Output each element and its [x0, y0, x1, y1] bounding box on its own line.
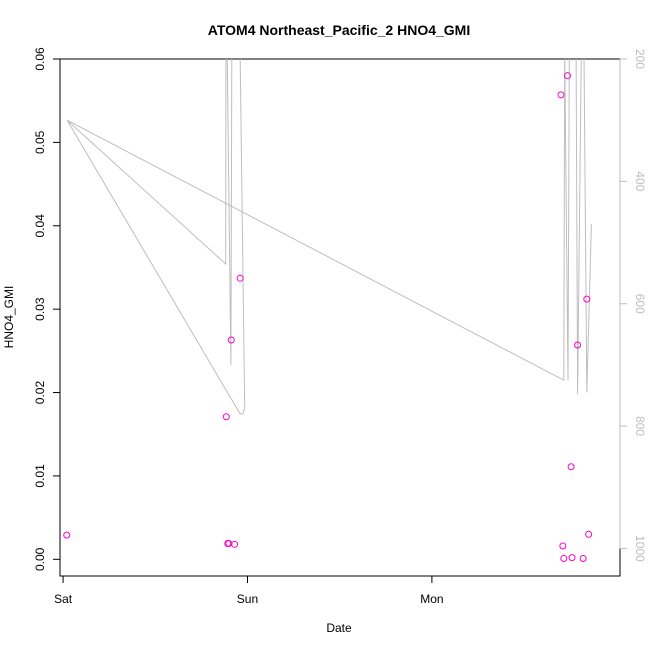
data-point [568, 554, 576, 562]
y-tick-label: 0.06 [33, 47, 47, 71]
x-tick-label: Sun [237, 592, 258, 606]
points-layer [63, 72, 593, 562]
y-tick-label: 0.03 [33, 297, 47, 321]
y-tick-label: 0.02 [33, 381, 47, 405]
y2-tick-label: 400 [633, 171, 647, 191]
data-point [559, 542, 567, 550]
data-point [585, 530, 593, 538]
y2-tick-label: 200 [633, 49, 647, 69]
data-point [563, 72, 571, 80]
y-axis-label: HNO4_GMI [2, 286, 16, 349]
y-tick-label: 0.00 [33, 547, 47, 571]
data-point [222, 413, 230, 421]
data-point [567, 463, 575, 471]
y2-tick-label: 800 [633, 416, 647, 436]
x-tick-label: Sat [54, 592, 73, 606]
data-point [236, 274, 244, 282]
pressure-line [66, 59, 592, 415]
axes: 0.00 0.01 0.02 0.03 0.04 0.05 0.06 200 400 600 800… [33, 47, 647, 606]
x-axis-label: Date [326, 621, 352, 635]
data-point [579, 554, 587, 562]
chart-title: ATOM4 Northeast_Pacific_2 HNO4_GMI [208, 22, 470, 38]
x-tick-label: Mon [420, 592, 443, 606]
data-point [231, 540, 239, 548]
data-point [63, 531, 71, 539]
data-point [583, 295, 591, 303]
y2-tick-label: 600 [633, 294, 647, 314]
plot-frame [59, 58, 621, 577]
data-point [574, 341, 582, 349]
data-point [227, 336, 235, 344]
pressure-line-layer [66, 59, 592, 415]
data-point [560, 554, 568, 562]
y-tick-label: 0.05 [33, 130, 47, 154]
y-tick-label: 0.04 [33, 214, 47, 238]
y2-tick-label: 1000 [633, 535, 647, 562]
y-tick-label: 0.01 [33, 464, 47, 488]
data-point [557, 91, 565, 99]
